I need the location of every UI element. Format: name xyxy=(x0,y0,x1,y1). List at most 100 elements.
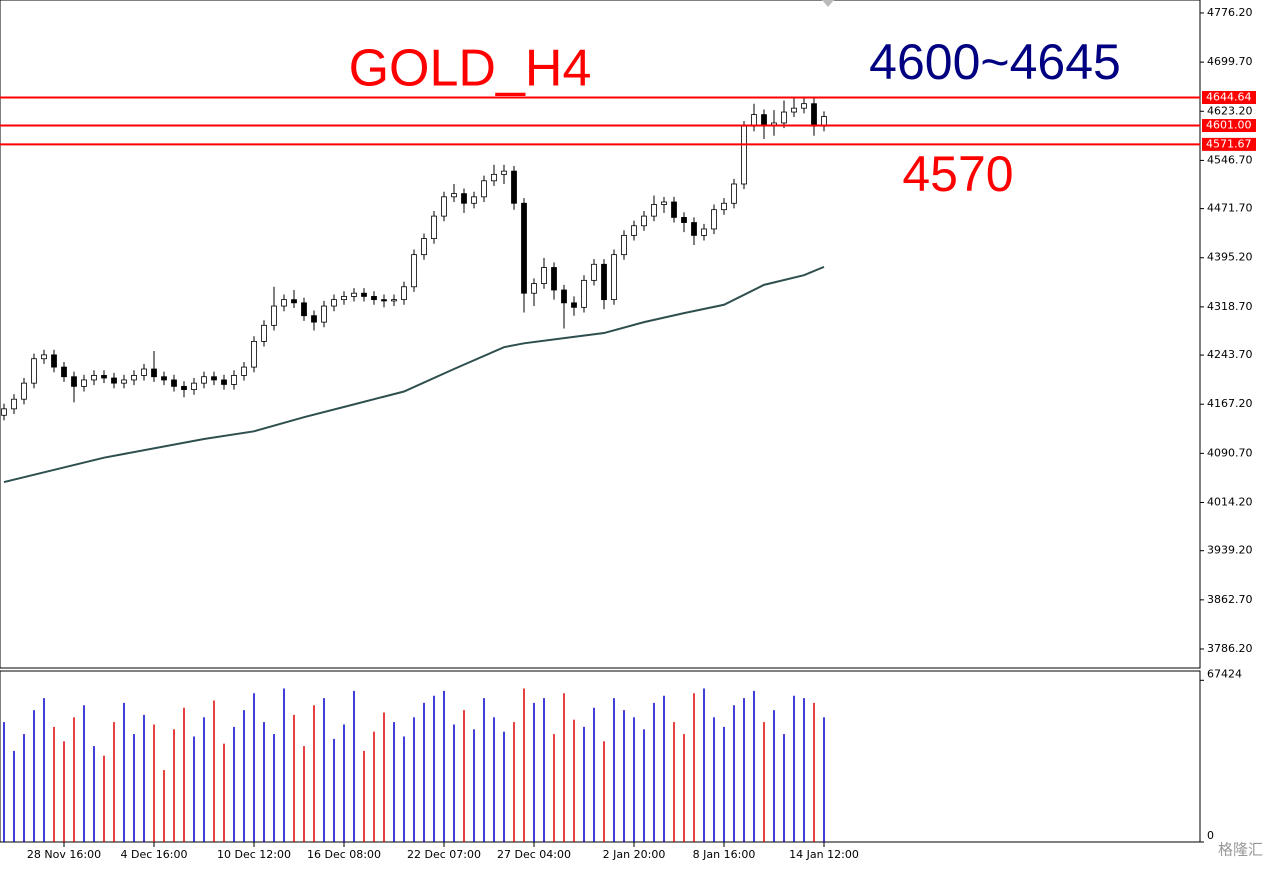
candle-body xyxy=(151,368,157,378)
level-tag xyxy=(1202,119,1256,133)
y-tick-label: 4014.20 xyxy=(1207,496,1253,509)
candle-body xyxy=(621,234,627,256)
candle-body xyxy=(791,107,797,113)
candle-body xyxy=(291,299,297,304)
level-label: 4644.64 xyxy=(1206,90,1252,103)
candle-body xyxy=(671,201,677,218)
y-tick-label: 4699.70 xyxy=(1207,55,1253,68)
level-tag xyxy=(1202,137,1256,151)
candle-body xyxy=(811,103,817,127)
candle-body xyxy=(641,215,647,227)
candle-body xyxy=(571,302,577,308)
candle-body xyxy=(781,111,787,124)
y-tick-label: 3939.20 xyxy=(1207,544,1253,557)
y-tick-label: 3786.20 xyxy=(1207,642,1253,655)
candle-body xyxy=(221,379,227,385)
candle-body xyxy=(251,340,257,368)
candle-body xyxy=(201,376,207,384)
candle-body xyxy=(501,170,507,175)
x-tick-label: 28 Nov 16:00 xyxy=(27,848,101,861)
candle-body xyxy=(31,358,37,384)
candle-body xyxy=(661,201,667,205)
watermark: 格隆汇 xyxy=(1218,841,1263,859)
level-label: 4601.00 xyxy=(1206,119,1252,132)
x-tick-label: 22 Dec 07:00 xyxy=(407,848,481,861)
candle-body xyxy=(551,267,557,291)
candle-body xyxy=(311,315,317,323)
candle-body xyxy=(391,299,397,302)
y-tick-label: 4090.70 xyxy=(1207,446,1253,459)
y-tick-label: 4167.20 xyxy=(1207,397,1253,410)
candle-body xyxy=(481,180,487,198)
candle-body xyxy=(271,305,277,326)
y-tick-label: 0 xyxy=(1207,829,1214,842)
candle-body xyxy=(541,267,547,284)
candle-body xyxy=(1,408,7,416)
candle-body xyxy=(631,225,637,236)
candle-body xyxy=(431,215,437,239)
candle-body xyxy=(261,324,267,342)
candle-body xyxy=(421,238,427,256)
moving-average xyxy=(3,265,825,484)
candle-body xyxy=(611,254,617,301)
annotation: 4600~4645 xyxy=(869,34,1121,90)
candle-body xyxy=(211,376,217,381)
candle-body xyxy=(11,398,17,410)
candle-body xyxy=(411,254,417,288)
candle-body xyxy=(741,125,747,185)
candle-body xyxy=(71,376,77,387)
x-tick-label: 27 Dec 04:00 xyxy=(497,848,571,861)
candle-body xyxy=(761,114,767,126)
y-tick-label: 3862.70 xyxy=(1207,593,1253,606)
candle-body xyxy=(51,354,57,368)
candle-body xyxy=(341,296,347,301)
candle-body xyxy=(601,263,607,301)
candle-body xyxy=(141,368,147,376)
candle-body xyxy=(351,292,357,297)
y-tick-label: 67424 xyxy=(1207,667,1242,680)
candle-body xyxy=(721,202,727,211)
level-label: 4571.67 xyxy=(1206,137,1252,150)
candle-body xyxy=(701,228,707,236)
candle-body xyxy=(321,305,327,323)
x-tick-label: 4 Dec 16:00 xyxy=(121,848,188,861)
candle-body xyxy=(111,377,117,384)
candle-body xyxy=(471,196,477,204)
level-tag xyxy=(1202,90,1256,104)
candle-body xyxy=(81,379,87,387)
candle-body xyxy=(581,279,587,308)
y-tick-label: 4395.20 xyxy=(1207,251,1253,264)
chart-title: GOLD_H4 xyxy=(349,40,592,98)
candle-body xyxy=(21,382,27,400)
candle-body xyxy=(491,173,497,182)
plot-layer: 4776.20 4699.70 4623.20 4546.70 4471.70 4395.… xyxy=(0,6,1253,861)
x-tick-label: 10 Dec 12:00 xyxy=(217,848,291,861)
annotation: 4570 xyxy=(902,146,1013,202)
volume-panel xyxy=(0,670,1201,843)
y-tick-label: 4776.20 xyxy=(1207,6,1253,19)
candle-body xyxy=(41,354,47,360)
y-tick-label: 4623.20 xyxy=(1207,104,1253,117)
candle-body xyxy=(561,289,567,304)
candle-body xyxy=(231,375,237,385)
candle-body xyxy=(361,292,367,297)
y-tick-label: 4243.70 xyxy=(1207,348,1253,361)
candle-body xyxy=(91,375,97,381)
candle-body xyxy=(161,376,167,381)
candle-body xyxy=(171,379,177,387)
y-tick-label: 4318.70 xyxy=(1207,300,1253,313)
candle-body xyxy=(181,385,187,390)
x-tick-label: 2 Jan 20:00 xyxy=(603,848,666,861)
candle-body xyxy=(731,183,737,204)
candle-body xyxy=(101,375,107,379)
candle-body xyxy=(381,299,387,302)
candle-body xyxy=(681,216,687,223)
candle-body xyxy=(61,366,67,378)
y-tick-label: 4546.70 xyxy=(1207,153,1253,166)
candle-body xyxy=(751,114,757,127)
candle-body xyxy=(651,204,657,217)
candle-body xyxy=(521,202,527,294)
candle-body xyxy=(441,196,447,217)
candle-body xyxy=(301,302,307,317)
